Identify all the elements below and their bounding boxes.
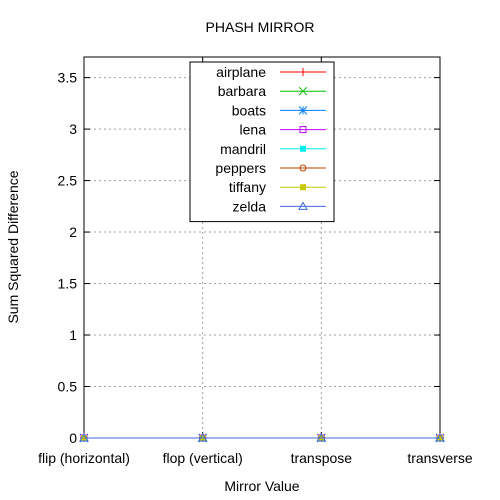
chart-title: PHASH MIRROR	[206, 19, 315, 35]
legend-marker	[298, 201, 308, 210]
legend-entry-mandril: mandril	[220, 141, 326, 157]
y-tick-label: 3.5	[58, 70, 78, 86]
x-tick-label: transverse	[407, 450, 473, 466]
legend-entry-zelda: zelda	[233, 198, 326, 214]
data-point	[79, 432, 89, 442]
y-tick-label: 3	[69, 121, 77, 137]
x-tick-label: flop (vertical)	[163, 450, 243, 466]
series-layer	[79, 432, 445, 443]
legend-marker	[299, 68, 307, 76]
x-axis-label: Mirror Value	[224, 478, 299, 494]
legend-marker	[299, 126, 307, 134]
legend-entry-peppers: peppers	[215, 160, 326, 176]
legend-label: airplane	[216, 64, 266, 80]
y-tick-label: 2.5	[58, 173, 78, 189]
y-tick-label: 1.5	[58, 276, 78, 292]
legend-entry-lena: lena	[240, 122, 326, 138]
legend-label: boats	[232, 102, 266, 118]
axes: 0 0.5 1 1.5 2 2.5 3 3.5 flip (horizontal) flop (v…	[38, 57, 473, 466]
series-zelda	[79, 432, 445, 442]
legend-entry-airplane: airplane	[216, 64, 326, 80]
legend-label: lena	[240, 122, 267, 138]
legend-label: peppers	[215, 160, 266, 176]
legend: airplane barbara boats lena mandril peppers ti…	[189, 61, 335, 223]
data-point	[316, 432, 327, 442]
legend-label: barbara	[218, 83, 266, 99]
y-tick-label: 0	[69, 430, 77, 446]
legend-label: tiffany	[229, 179, 266, 195]
legend-marker	[299, 164, 307, 172]
legend-marker	[300, 145, 306, 152]
legend-label: mandril	[220, 141, 266, 157]
legend-entry-tiffany: tiffany	[229, 179, 326, 195]
legend-marker	[298, 86, 308, 96]
legend-entry-barbara: barbara	[218, 83, 326, 99]
x-tick-label: flip (horizontal)	[38, 450, 130, 466]
grid-lines	[84, 57, 440, 438]
y-axis-label: Sum Squared Difference	[5, 170, 21, 323]
y-tick-label: 0.5	[58, 379, 78, 395]
legend-label: zelda	[233, 198, 267, 214]
data-point	[197, 432, 208, 442]
legend-marker	[298, 106, 308, 115]
x-tick-label: transpose	[291, 450, 353, 466]
legend-box	[189, 61, 335, 223]
legend-entry-boats: boats	[232, 102, 326, 118]
data-point	[435, 432, 445, 442]
y-tick-label: 1	[69, 327, 77, 343]
y-tick-label: 2	[69, 224, 77, 240]
legend-marker	[300, 184, 306, 191]
